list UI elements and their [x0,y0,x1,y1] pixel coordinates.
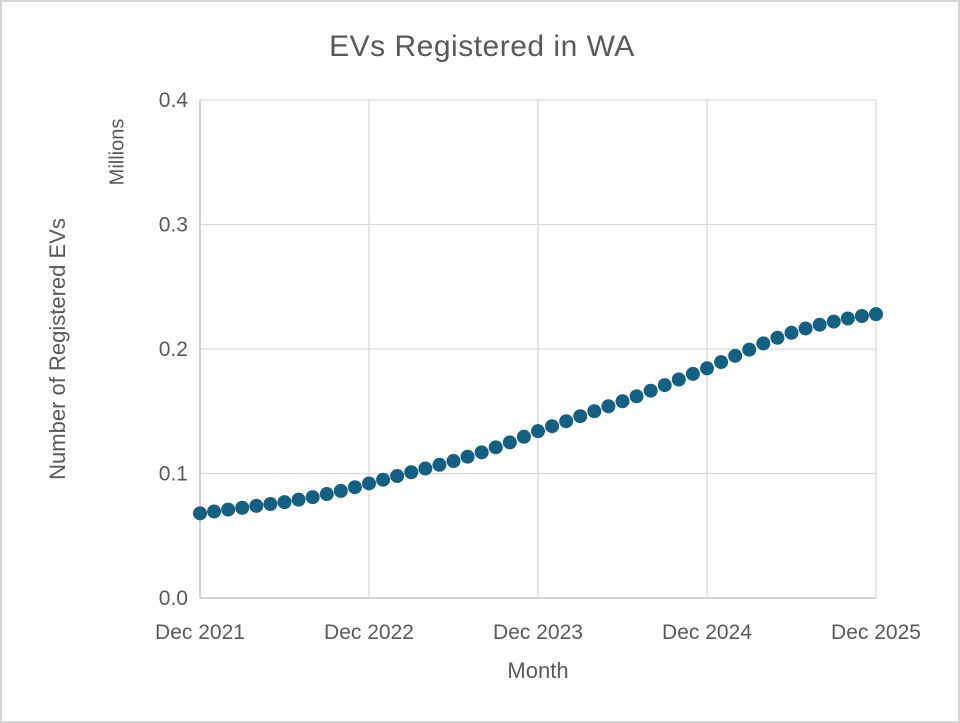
data-point-marker [685,366,700,381]
data-point-marker [784,325,799,340]
x-tick-label: Dec 2021 [155,621,245,644]
data-point-marker [221,502,236,517]
data-point-marker [488,440,503,455]
data-point-marker [333,483,348,498]
data-point-marker [207,504,222,519]
data-point-marker [404,465,419,480]
y-tick-label: 0.1 [159,463,188,486]
y-tick-label: 0.0 [159,587,188,610]
data-point-marker [305,490,320,505]
data-point-marker [629,389,644,404]
y-tick-label: 0.3 [159,214,188,237]
data-point-marker [728,348,743,363]
y-tick-label: 0.4 [159,89,189,112]
data-point-marker [362,476,376,491]
data-point-marker [263,497,278,511]
x-tick-label: Dec 2023 [493,621,583,644]
data-point-marker [714,355,729,370]
data-point-marker [235,500,250,515]
data-point-marker [573,409,588,424]
data-point-marker [700,361,714,376]
data-point-marker [770,330,785,345]
data-point-marker [531,424,545,439]
x-tick-label: Dec 2025 [831,621,921,644]
data-point-marker [545,419,560,434]
data-point-marker [418,461,433,476]
data-point-marker [756,336,771,351]
data-point-marker [854,309,869,324]
x-tick-label: Dec 2022 [324,621,414,644]
data-point-marker [615,394,630,409]
data-point-marker [643,383,658,398]
data-point-marker [446,454,461,469]
y-tick-label: 0.2 [159,338,188,361]
data-point-marker [277,495,292,510]
data-point-marker [671,372,686,387]
data-point-marker [347,480,362,495]
data-point-marker [249,498,264,513]
data-point-marker [193,506,207,521]
data-point-marker [869,307,883,322]
data-point-marker [826,314,841,329]
data-point-marker [432,457,447,472]
data-point-marker [390,468,405,483]
chart-title: EVs Registered in WA [329,30,635,63]
data-point-marker [291,492,306,507]
data-point-marker [840,311,855,326]
data-point-marker [460,449,475,464]
data-point-marker [742,342,757,357]
data-point-marker [502,435,517,450]
data-point-marker [474,445,489,460]
data-point-marker [376,472,391,487]
x-tick-label: Dec 2024 [662,621,752,644]
data-point-marker [657,378,672,393]
data-point-marker [587,404,602,419]
data-point-marker [601,399,616,414]
data-point-marker [798,321,813,336]
data-point-marker [812,317,827,332]
data-point-marker [319,487,334,502]
x-axis-title: Month [507,658,569,683]
data-point-marker [516,429,531,444]
data-point-marker [559,414,574,429]
